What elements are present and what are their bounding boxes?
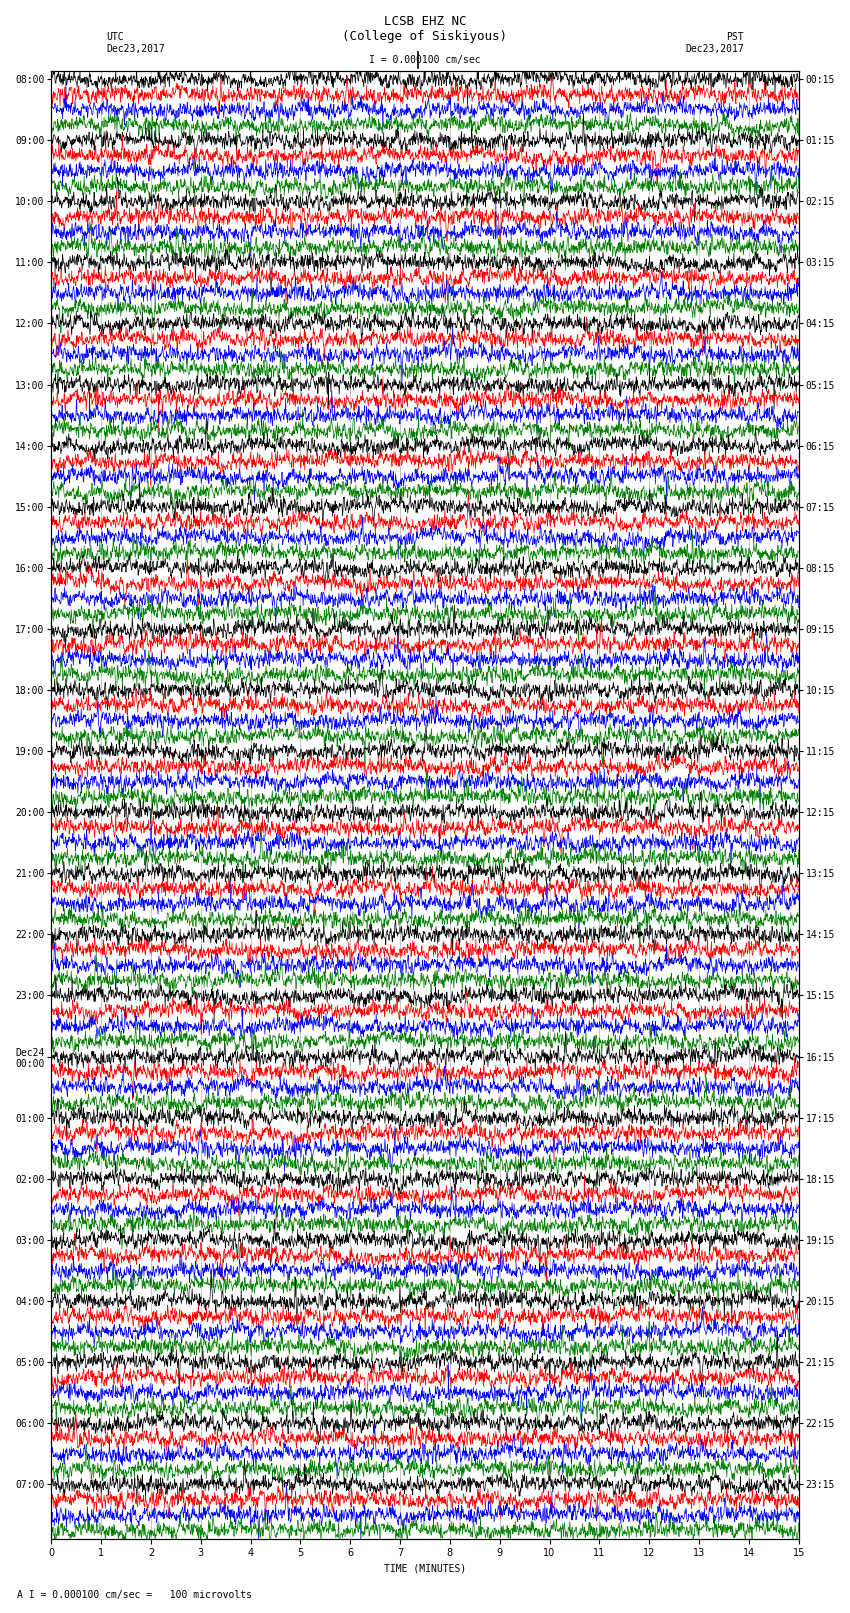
Text: I = 0.000100 cm/sec: I = 0.000100 cm/sec — [369, 55, 481, 65]
Title: LCSB EHZ NC
(College of Siskiyous): LCSB EHZ NC (College of Siskiyous) — [343, 15, 507, 44]
X-axis label: TIME (MINUTES): TIME (MINUTES) — [384, 1565, 466, 1574]
Text: PST
Dec23,2017: PST Dec23,2017 — [685, 32, 744, 53]
Text: A I = 0.000100 cm/sec =   100 microvolts: A I = 0.000100 cm/sec = 100 microvolts — [17, 1590, 252, 1600]
Text: UTC
Dec23,2017: UTC Dec23,2017 — [106, 32, 165, 53]
